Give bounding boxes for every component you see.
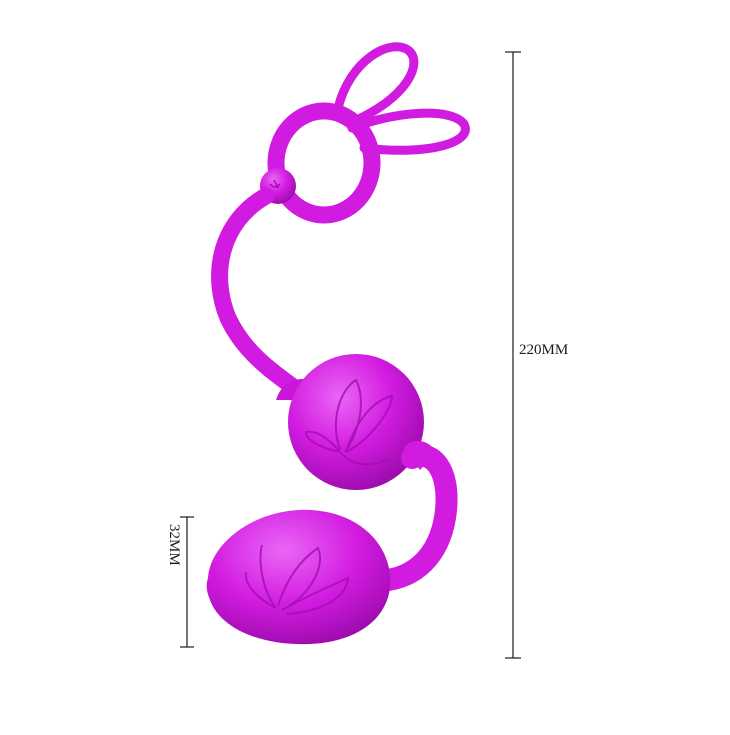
length-label: 220MM: [519, 342, 569, 358]
joint-mark: [269, 179, 281, 189]
width-dimension: [180, 516, 194, 648]
middle-ball: [288, 354, 424, 490]
stem-collar: [404, 440, 436, 470]
ring: [267, 102, 381, 224]
plug-head: [206, 509, 391, 645]
rabbit-ear-lower: [347, 108, 470, 155]
rabbit-ear-upper: [333, 42, 419, 127]
upper-stem: [211, 187, 309, 401]
ball-leaf-emboss: [304, 378, 394, 466]
ring-loop: [267, 42, 470, 224]
height-dimension: [505, 51, 521, 659]
diameter-label: 32MM: [166, 524, 182, 566]
plug-leaf-emboss: [244, 544, 350, 615]
